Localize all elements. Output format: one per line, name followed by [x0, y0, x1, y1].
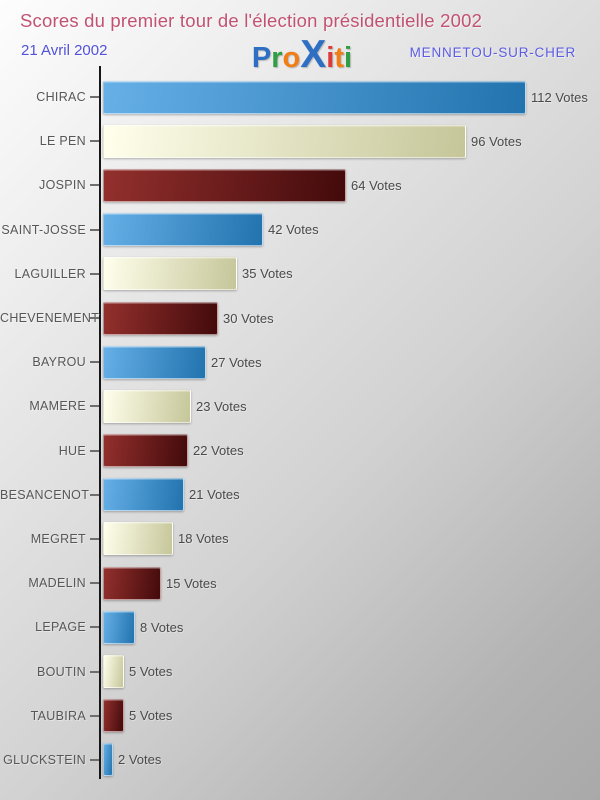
axis-tick-mark	[90, 670, 99, 673]
bar	[103, 743, 113, 777]
value-label: 112 Votes	[531, 89, 588, 105]
value-label: 27 Votes	[211, 354, 262, 370]
axis-tick-mark	[90, 184, 99, 187]
axis-tick-mark	[90, 537, 99, 540]
logo-letter: i	[326, 42, 335, 74]
bar	[103, 80, 526, 114]
category-label: TAUBIRA	[30, 708, 86, 723]
bar	[103, 168, 346, 202]
bar-row: CHIRAC 112 Votes	[0, 75, 600, 119]
bar	[103, 389, 191, 423]
axis-tick-mark	[90, 449, 99, 452]
value-label: 18 Votes	[178, 531, 229, 547]
value-label: 23 Votes	[196, 398, 247, 414]
logo-letter: P	[251, 42, 272, 74]
category-label: LEPAGE	[35, 620, 86, 635]
axis-tick-mark	[90, 317, 99, 320]
category-label: HUE	[58, 443, 86, 458]
category-label: LE PEN	[39, 134, 86, 149]
category-label: GLUCKSTEIN	[3, 752, 86, 767]
category-label: LAGUILLER	[14, 266, 86, 281]
logo-letter: t	[334, 42, 345, 74]
bar-row: MEGRET 18 Votes	[0, 517, 600, 561]
value-label: 64 Votes	[351, 177, 402, 193]
value-label: 8 Votes	[140, 619, 184, 635]
category-label: BESANCENOT	[0, 487, 90, 502]
proxiti-logo: ProXiti	[251, 33, 353, 82]
value-label: 2 Votes	[118, 752, 162, 768]
bar	[103, 522, 173, 556]
axis-tick-mark	[90, 758, 99, 761]
bar-row: CHEVENEMENT 30 Votes	[0, 296, 600, 340]
bar-row: GLUCKSTEIN 2 Votes	[0, 738, 600, 782]
bar-row: MADELIN 15 Votes	[0, 561, 600, 605]
axis-tick-mark	[90, 493, 99, 496]
bar-row: SAINT-JOSSE 42 Votes	[0, 208, 600, 252]
bar	[103, 478, 184, 512]
bar-row: LAGUILLER 35 Votes	[0, 252, 600, 296]
axis-tick-mark	[90, 582, 99, 585]
value-label: 35 Votes	[242, 266, 293, 282]
axis-tick-mark	[90, 140, 99, 143]
bar-row: HUE 22 Votes	[0, 429, 600, 473]
axis-tick-mark	[90, 96, 99, 99]
value-label: 15 Votes	[166, 575, 217, 591]
category-label: MAMERE	[29, 399, 86, 414]
bar	[103, 213, 263, 247]
bar	[103, 301, 218, 335]
bar-chart: CHIRAC 112 Votes LE PEN 96 Votes JOSPIN 64 Vo…	[0, 75, 600, 782]
axis-tick-mark	[90, 626, 99, 629]
logo-letter: X	[300, 33, 327, 76]
value-label: 30 Votes	[223, 310, 274, 326]
bar-row: BESANCENOT 21 Votes	[0, 473, 600, 517]
y-axis-line	[99, 66, 101, 779]
bar	[103, 345, 206, 379]
value-label: 42 Votes	[268, 222, 319, 238]
logo-letter: o	[282, 42, 301, 74]
bar-row: MAMERE 23 Votes	[0, 384, 600, 428]
logo-letter: r	[271, 42, 283, 74]
commune-name: MENNETOU-SUR-CHER	[409, 45, 576, 60]
axis-tick-mark	[90, 228, 99, 231]
category-label: SAINT-JOSSE	[1, 222, 86, 237]
bar	[103, 257, 237, 291]
bar-row: LE PEN 96 Votes	[0, 119, 600, 163]
category-label: BOUTIN	[36, 664, 86, 679]
page-title: Scores du premier tour de l'élection pré…	[20, 10, 483, 31]
bar-row: JOSPIN 64 Votes	[0, 163, 600, 207]
bar-row: LEPAGE 8 Votes	[0, 605, 600, 649]
value-label: 22 Votes	[193, 443, 244, 459]
value-label: 21 Votes	[189, 487, 240, 503]
bar	[103, 566, 161, 600]
bar	[103, 610, 135, 644]
axis-tick-mark	[90, 272, 99, 275]
category-label: CHIRAC	[36, 90, 86, 105]
value-label: 96 Votes	[471, 133, 522, 149]
category-label: CHEVENEMENT	[0, 311, 100, 326]
logo-letter: i	[344, 42, 353, 74]
category-label: JOSPIN	[39, 178, 86, 193]
bar	[103, 124, 466, 158]
axis-tick-mark	[90, 714, 99, 717]
election-date: 21 Avril 2002	[21, 42, 108, 59]
axis-tick-mark	[90, 361, 99, 364]
category-label: MEGRET	[30, 531, 86, 546]
bar-row: BOUTIN 5 Votes	[0, 649, 600, 693]
bar	[103, 434, 188, 468]
bar	[103, 655, 124, 689]
bar	[103, 699, 124, 733]
bar-row: BAYROU 27 Votes	[0, 340, 600, 384]
bar-row: TAUBIRA 5 Votes	[0, 694, 600, 738]
category-label: MADELIN	[28, 576, 86, 591]
value-label: 5 Votes	[129, 664, 173, 680]
axis-tick-mark	[90, 405, 99, 408]
value-label: 5 Votes	[129, 708, 173, 724]
category-label: BAYROU	[32, 355, 86, 370]
